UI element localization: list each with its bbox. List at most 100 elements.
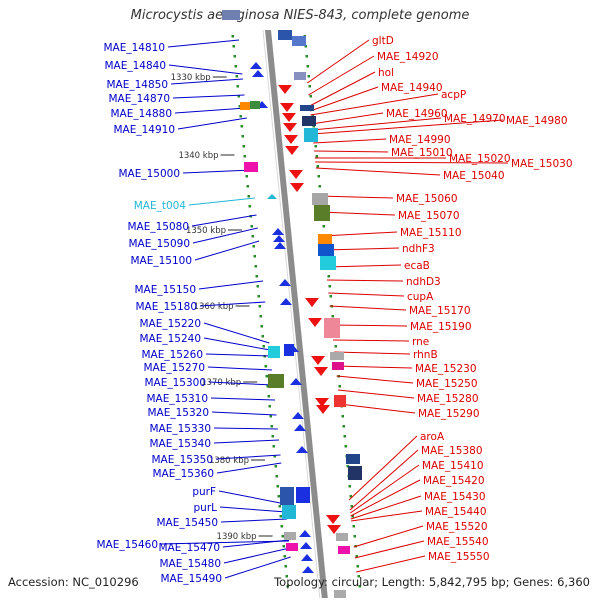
- left-gene-label: MAE_15340: [149, 438, 211, 450]
- gene-block: [334, 590, 346, 598]
- gene-arrow-down: [282, 113, 296, 122]
- track-dot: [357, 575, 360, 578]
- accession-text: Accession: NC_010296: [8, 575, 139, 589]
- left-gene-label: MAE_15240: [139, 333, 201, 345]
- right-label-leader: [332, 339, 410, 342]
- genome-summary-text: Topology: circular; Length: 5,842,795 bp…: [274, 575, 590, 589]
- left-gene-label: MAE_14850: [106, 79, 168, 91]
- left-label-leader: [170, 78, 243, 85]
- left-gene-label: MAE_15080: [127, 221, 189, 233]
- left-label-leader: [182, 169, 253, 174]
- right-label-leader: [315, 161, 509, 164]
- left-label-leader: [219, 506, 287, 513]
- left-label-leader: [168, 64, 243, 75]
- gene-block: [300, 105, 314, 111]
- track-dot: [318, 185, 321, 188]
- track-dot: [251, 235, 254, 238]
- left-gene-label: MAE_15320: [147, 407, 209, 419]
- gene-arrow-up: [294, 424, 306, 431]
- gene-block: [294, 72, 306, 80]
- gene-block: [346, 454, 360, 464]
- right-label-leader: [335, 365, 413, 369]
- track-dot: [304, 45, 307, 48]
- left-gene-label: MAE_15450: [156, 517, 218, 529]
- gene-arrow-up: [273, 235, 285, 242]
- right-gene-label: rne: [412, 336, 429, 348]
- gene-block: [268, 374, 284, 388]
- right-label-leader: [356, 555, 426, 573]
- track-dot: [242, 145, 245, 148]
- track-dot: [234, 65, 237, 68]
- right-label-leader: [326, 279, 404, 282]
- right-label-leader: [334, 351, 411, 355]
- gene-block: [284, 532, 296, 540]
- left-gene-label: MAE_15220: [139, 318, 201, 330]
- gene-arrow-down: [290, 183, 304, 192]
- right-gene-label: MAE_15410: [422, 460, 484, 472]
- right-gene-label: MAE_15520: [426, 521, 488, 533]
- left-label-leader: [216, 462, 282, 474]
- track-dot: [328, 285, 331, 288]
- right-label-leader: [315, 167, 441, 176]
- track-dot: [253, 255, 256, 258]
- track-dot: [264, 365, 267, 368]
- gene-block: [338, 546, 350, 554]
- left-label-leader: [205, 353, 271, 357]
- track-dot: [275, 475, 278, 478]
- track-dot: [315, 155, 318, 158]
- gene-arrow-up: [250, 62, 262, 69]
- gene-arrow-down: [314, 367, 328, 376]
- track-dot: [346, 465, 349, 468]
- right-label-leader: [350, 495, 422, 520]
- track-dot: [245, 175, 248, 178]
- right-gene-label: aroA: [420, 431, 445, 443]
- right-gene-label: acpP: [441, 89, 466, 101]
- track-dot: [270, 425, 273, 428]
- left-label-leader: [218, 490, 286, 505]
- right-label-leader: [310, 93, 439, 116]
- left-label-leader: [172, 94, 245, 99]
- right-gene-label: hol: [378, 67, 394, 79]
- right-gene-label: MAE_15230: [415, 363, 477, 375]
- track-dot: [261, 335, 264, 338]
- left-gene-label: MAE_15000: [118, 168, 180, 180]
- gene-block: [324, 318, 340, 338]
- gene-block: [318, 234, 332, 244]
- left-label-leader: [199, 301, 266, 307]
- left-gene-label: MAE_15310: [146, 393, 208, 405]
- left-gene-label: MAE_15350: [151, 454, 213, 466]
- track-dot: [329, 295, 332, 298]
- left-label-leader: [223, 547, 290, 564]
- track-dot: [306, 65, 309, 68]
- track-dot: [260, 325, 263, 328]
- left-gene-label: MAE_14870: [108, 93, 170, 105]
- track-dot: [246, 185, 249, 188]
- right-gene-label: gltD: [372, 35, 394, 47]
- right-label-leader: [349, 449, 419, 511]
- gene-arrow-down: [315, 398, 329, 407]
- gene-block: [284, 344, 294, 356]
- right-gene-label: MAE_15170: [409, 305, 471, 317]
- right-gene-label: MAE_15430: [424, 491, 486, 503]
- left-label-leader: [213, 439, 280, 444]
- track-dot: [279, 515, 282, 518]
- track-dot: [240, 125, 243, 128]
- track-dot: [331, 315, 334, 318]
- track-dot: [282, 545, 285, 548]
- track-dot: [352, 525, 355, 528]
- right-label-leader: [320, 211, 396, 216]
- gene-arrow-up: [300, 542, 312, 549]
- gene-arrow-up: [299, 530, 311, 537]
- left-label-leader: [224, 556, 291, 579]
- gene-block: [286, 543, 298, 551]
- right-label-leader: [339, 403, 416, 414]
- gene-arrow-down: [283, 123, 297, 132]
- track-dot: [358, 585, 361, 588]
- gene-block: [312, 193, 328, 205]
- gene-block: [304, 128, 318, 142]
- track-dot: [312, 125, 315, 128]
- right-label-leader: [351, 510, 423, 522]
- left-label-leader: [177, 117, 247, 130]
- right-gene-label: MAE_14990: [389, 134, 451, 146]
- track-dot: [265, 375, 268, 378]
